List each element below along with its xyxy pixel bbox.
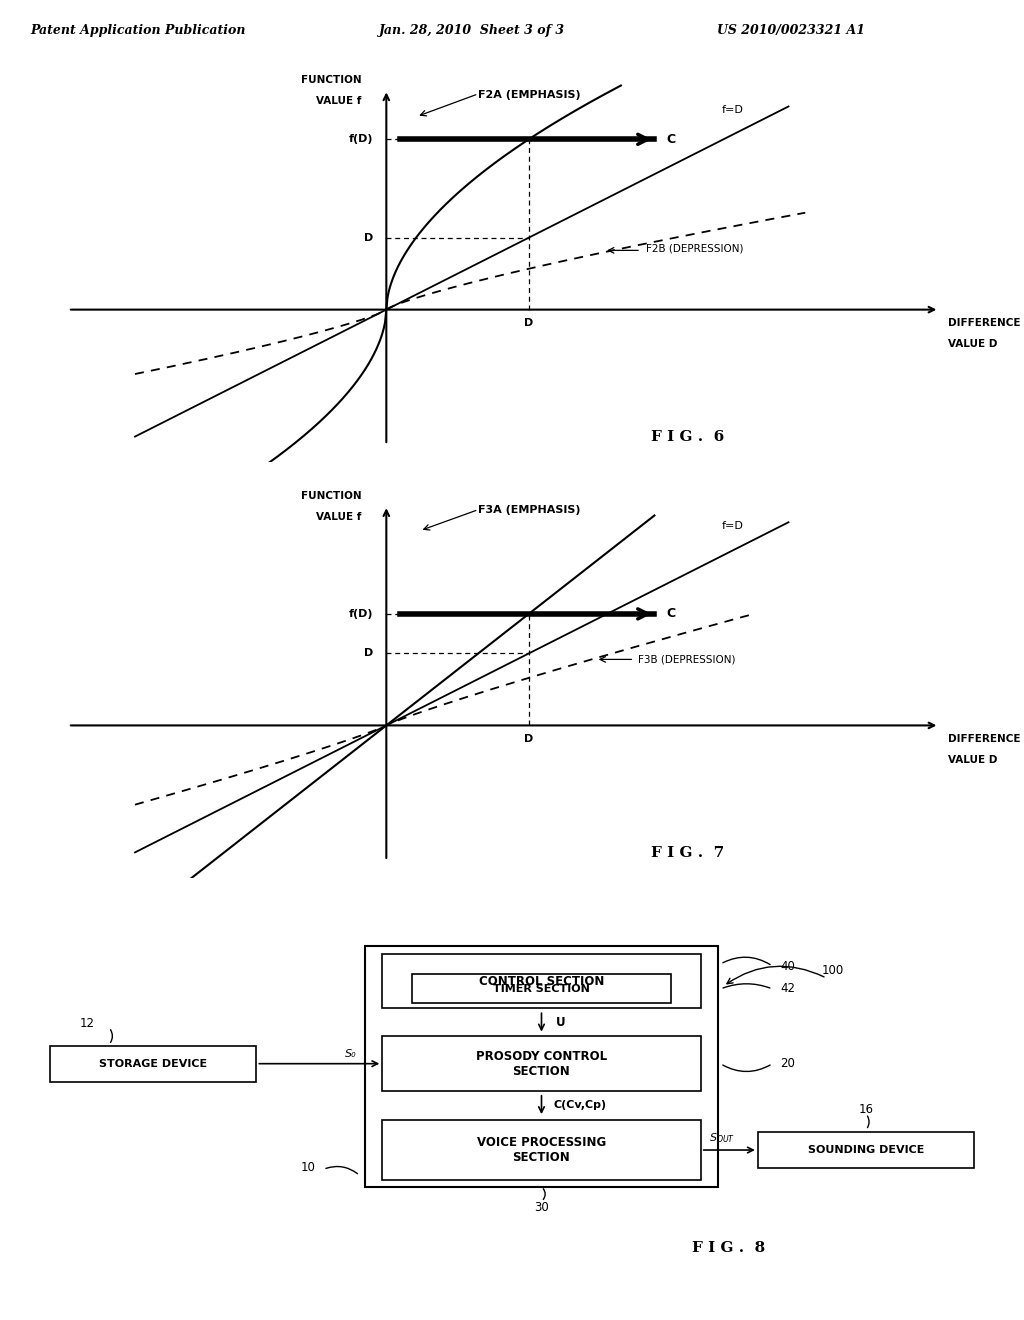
Text: PROSODY CONTROL
SECTION: PROSODY CONTROL SECTION — [476, 1049, 607, 1077]
Text: f(D): f(D) — [348, 135, 373, 144]
Text: US 2010/0023321 A1: US 2010/0023321 A1 — [717, 24, 865, 37]
Text: D: D — [524, 734, 534, 744]
Text: S$_{OUT}$: S$_{OUT}$ — [709, 1131, 735, 1146]
Text: DIFFERENCE: DIFFERENCE — [947, 734, 1020, 744]
Text: F3B (DEPRESSION): F3B (DEPRESSION) — [638, 655, 735, 664]
Text: F I G .  7: F I G . 7 — [651, 846, 725, 859]
Text: VOICE PROCESSING
SECTION: VOICE PROCESSING SECTION — [477, 1137, 606, 1164]
Text: F2A (EMPHASIS): F2A (EMPHASIS) — [478, 90, 581, 99]
Text: 30: 30 — [535, 1201, 549, 1214]
Text: VALUE f: VALUE f — [315, 512, 361, 523]
Text: FUNCTION: FUNCTION — [301, 491, 361, 502]
Text: SOUNDING DEVICE: SOUNDING DEVICE — [808, 1144, 924, 1155]
Text: f=D: f=D — [722, 104, 743, 115]
Text: 10: 10 — [301, 1160, 315, 1173]
Text: S₀: S₀ — [345, 1049, 356, 1059]
Text: D: D — [364, 232, 373, 243]
Bar — [382, 954, 700, 1008]
Text: FUNCTION: FUNCTION — [301, 75, 361, 86]
Text: Jan. 28, 2010  Sheet 3 of 3: Jan. 28, 2010 Sheet 3 of 3 — [379, 24, 565, 37]
Text: U: U — [556, 1016, 566, 1028]
Text: F I G .  8: F I G . 8 — [691, 1241, 765, 1255]
Text: CONTROL SECTION: CONTROL SECTION — [479, 974, 604, 987]
Text: 20: 20 — [780, 1057, 796, 1071]
Text: VALUE D: VALUE D — [947, 755, 997, 766]
Text: 40: 40 — [780, 960, 796, 973]
Text: F2B (DEPRESSION): F2B (DEPRESSION) — [646, 244, 743, 253]
Text: C(Cv,Cp): C(Cv,Cp) — [553, 1100, 606, 1110]
Text: VALUE D: VALUE D — [947, 339, 997, 350]
Text: Patent Application Publication: Patent Application Publication — [31, 24, 246, 37]
Text: 100: 100 — [821, 964, 844, 977]
Bar — [50, 1045, 256, 1082]
Bar — [382, 1119, 700, 1180]
Text: STORAGE DEVICE: STORAGE DEVICE — [99, 1059, 207, 1069]
Bar — [365, 946, 719, 1188]
Bar — [382, 1036, 700, 1090]
Text: D: D — [524, 318, 534, 329]
Text: 42: 42 — [780, 982, 796, 995]
Text: C: C — [667, 607, 675, 620]
Text: C: C — [667, 133, 675, 145]
Text: f(D): f(D) — [348, 609, 373, 619]
Text: TIMER SECTION: TIMER SECTION — [493, 983, 590, 994]
Text: F3A (EMPHASIS): F3A (EMPHASIS) — [478, 506, 581, 515]
Text: 12: 12 — [80, 1016, 94, 1030]
Text: DIFFERENCE: DIFFERENCE — [947, 318, 1020, 329]
Text: VALUE f: VALUE f — [315, 96, 361, 107]
Bar — [412, 974, 672, 1003]
Text: 16: 16 — [858, 1104, 873, 1117]
Text: f=D: f=D — [722, 520, 743, 531]
Text: F I G .  6: F I G . 6 — [651, 430, 725, 444]
Bar — [758, 1133, 974, 1168]
Text: D: D — [364, 648, 373, 659]
